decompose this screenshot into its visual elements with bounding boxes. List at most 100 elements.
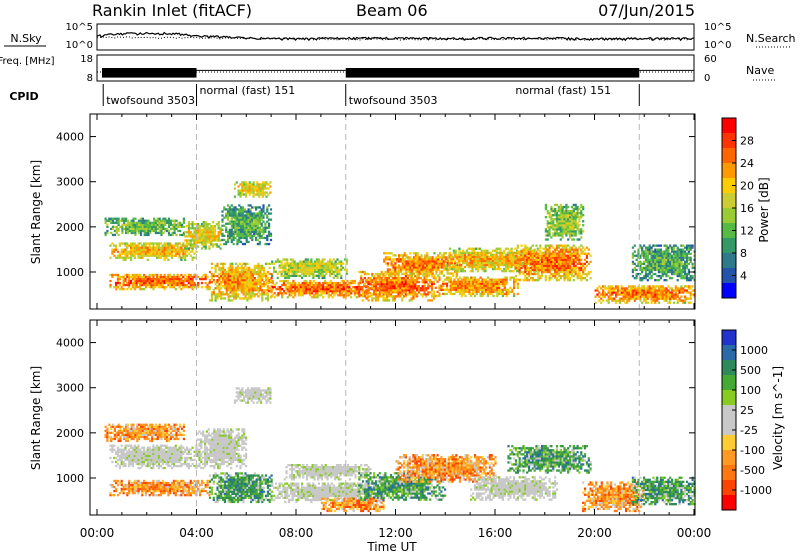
heatmap-cell-3-1664 (243, 218, 246, 221)
heatmap-cell-3-4811 (582, 214, 585, 217)
heatmap-cell-3-3895 (506, 255, 509, 258)
heatmap-cell-3-1684 (245, 210, 248, 213)
heatmap-cell-3-4323 (555, 260, 559, 263)
heatmap-cell-3-2260 (357, 281, 360, 285)
heatmap-cell-3-885 (191, 227, 194, 230)
heatmap-cell-3-733 (149, 231, 152, 235)
heatmap-cell-3-4099 (524, 260, 527, 263)
heatmap-cell-3-2308 (280, 272, 283, 275)
frequency-left-label: Freq. [MHz] (0, 56, 55, 67)
heatmap-cell-3-1537 (230, 240, 233, 244)
heatmap-cell-3-4830 (602, 293, 605, 296)
heatmap-cell-3-1941 (263, 191, 266, 194)
heatmap-cell-3-4458 (572, 274, 575, 278)
heatmap-cell-3-2206 (342, 288, 345, 291)
heatmap-cell-3-3646 (458, 267, 461, 271)
heatmap-cell-3-1999 (284, 283, 287, 287)
heatmap-cell-3-1842 (268, 204, 271, 207)
heatmap-cell-3-2679 (380, 281, 383, 284)
heatmap-cell-3-2913 (421, 295, 424, 298)
heatmap-cell-3-2130 (322, 292, 325, 295)
heatmap-cell-3-33 (124, 258, 127, 261)
heatmap-cell-3-2442 (312, 270, 315, 273)
heatmap-cell-3-3936 (514, 247, 517, 250)
heatmap-cell-3-4740 (570, 220, 574, 223)
heatmap-cell-3-585 (104, 221, 107, 224)
heatmap-cell-3-1695 (247, 216, 250, 219)
heatmap-cell-3-374 (139, 279, 142, 283)
heatmap-cell-3-508 (178, 277, 181, 281)
heatmap-cell-3-2299 (276, 276, 279, 279)
heatmap-cell-3-381 (141, 279, 144, 283)
heatmap-cell-3-4611 (554, 212, 557, 215)
heatmap-cell-3-2829 (404, 291, 407, 294)
heatmap-cell-3-1246 (236, 266, 240, 270)
heatmap-cell-3-1047 (210, 297, 213, 300)
heatmap-cell-3-122 (146, 246, 149, 249)
heatmap-cell-3-478 (169, 273, 172, 277)
heatmap-cell-3-710 (143, 231, 146, 235)
heatmap-cell-3-484 (171, 275, 174, 279)
heatmap-cell-3-1489 (221, 224, 224, 227)
heatmap-cell-3-3160 (426, 264, 429, 267)
heatmap-cell-3-1371 (253, 295, 256, 298)
heatmap-cell-3-1211 (233, 277, 236, 280)
heatmap-cell-3-3165 (426, 254, 429, 257)
heatmap-cell-3-2243 (353, 294, 356, 297)
heatmap-cell-3-3322 (442, 284, 445, 287)
heatmap-cell-3-4513 (580, 262, 583, 265)
heatmap-cell-3-4059 (514, 274, 518, 278)
heatmap-cell-3-4376 (561, 244, 564, 247)
heatmap-cell-3-137 (152, 254, 155, 257)
heatmap-cell-3-1306 (244, 268, 247, 272)
heatmap-cell-3-3084 (411, 264, 414, 267)
heatmap-cell-3-3426 (468, 280, 471, 283)
heatmap-cell-3-1683 (245, 212, 248, 215)
heatmap-cell-3-1425 (261, 299, 264, 302)
heatmap-cell-3-214 (171, 250, 174, 253)
heatmap-cell-3-951 (202, 223, 205, 226)
heatmap-cell-3-2682 (380, 272, 383, 276)
heatmap-cell-3-4236 (544, 260, 547, 263)
heatmap-cell-3-4881 (616, 285, 620, 288)
heatmap-cell-3-313 (118, 275, 121, 279)
heatmap-cell-3-48 (128, 256, 131, 259)
heatmap-cell-3-204 (169, 254, 172, 257)
heatmap-cell-3-630 (121, 225, 124, 228)
heatmap-cell-3-1685 (247, 240, 250, 244)
heatmap-cell-3-3496 (485, 288, 488, 291)
heatmap-cell-3-3697 (467, 247, 470, 250)
heatmap-cell-3-3787 (484, 257, 487, 261)
heatmap-cell-3-318 (122, 283, 125, 287)
heatmap-cell-3-2101 (314, 296, 317, 299)
heatmap-cell-3-362 (135, 275, 138, 279)
heatmap-cell-3-2507 (327, 264, 330, 267)
heatmap-cell-3-4777 (576, 238, 579, 241)
heatmap-cell-3-2424 (308, 272, 311, 275)
heatmap-cell-3-4691 (565, 228, 568, 231)
heatmap-cell-3-4933 (631, 291, 634, 294)
heatmap-cell-3-2721 (386, 277, 389, 280)
heatmap-cell-3-4870 (615, 299, 618, 302)
heatmap-cell-3-140 (152, 248, 155, 251)
heatmap-cell-3-900 (195, 241, 198, 244)
heatmap-cell-3-1823 (266, 238, 269, 242)
heatmap-cell-3-3331 (445, 286, 449, 289)
heatmap-cell-3-1778 (258, 232, 261, 235)
heatmap-cell-3-3602 (513, 284, 516, 287)
heatmap-cell-3-2169 (331, 281, 334, 285)
heatmap-cell-3-468 (167, 279, 170, 283)
heatmap-cell-3-772 (158, 217, 161, 220)
heatmap-cell-3-2665 (378, 287, 381, 290)
heatmap-cell-3-1039 (219, 229, 222, 232)
heatmap-cell-3-1208 (233, 283, 236, 286)
heatmap-cell-3-2709 (384, 270, 387, 274)
cpid-entry-3: normal (fast) 151 (515, 84, 611, 97)
heatmap-cell-3-915 (197, 231, 200, 234)
heatmap-cell-3-1450 (263, 266, 266, 270)
date-title: 07/Jun/2015 (598, 1, 695, 20)
heatmap-cell-3-422 (152, 273, 155, 277)
heatmap-cell-3-3700 (469, 263, 472, 267)
heatmap-cell-3-4697 (565, 216, 568, 219)
heatmap-cell-3-307 (116, 275, 120, 279)
